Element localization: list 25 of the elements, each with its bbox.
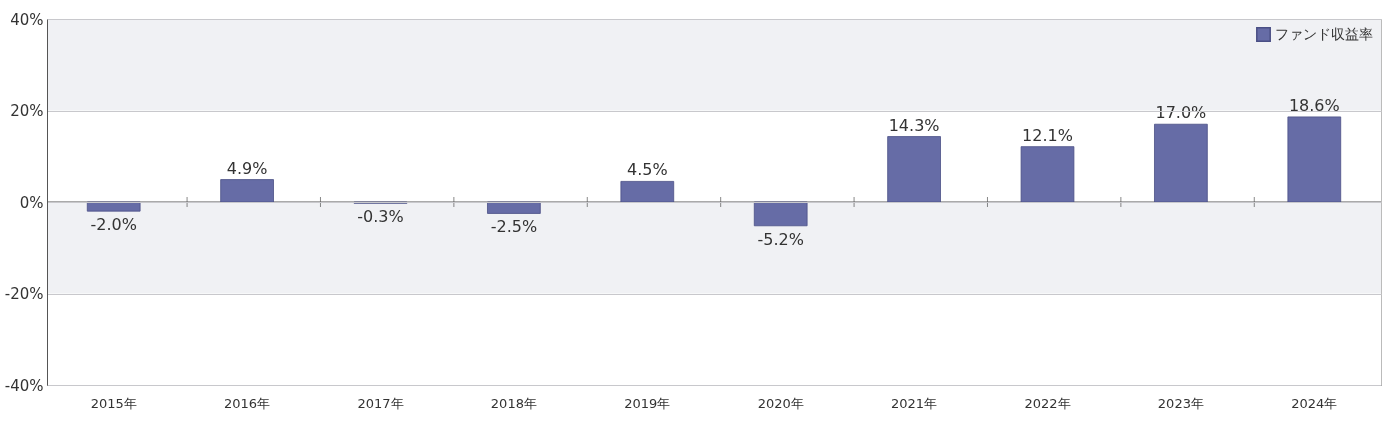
text: 4.9%	[226, 158, 268, 178]
legend-label: ファンド収益率	[1275, 25, 1373, 42]
x-tick-label: 2019年	[624, 395, 671, 411]
x-tick-label: 2016年	[224, 395, 271, 411]
x-tick-label: 2021年	[891, 395, 938, 411]
text: -2.5%	[490, 217, 538, 237]
text: 18.6%	[1288, 95, 1340, 115]
x-tick-label: 2015年	[90, 395, 137, 411]
x-tick-label: 2023年	[1157, 395, 1204, 411]
x-tick-label: 2020年	[757, 395, 804, 411]
y-tick-label: 0%	[19, 193, 44, 212]
text: 14.3%	[888, 115, 940, 135]
x-tick-label: 2017年	[357, 395, 404, 411]
y-tick-label: 20%	[10, 102, 44, 120]
text: -2.0%	[90, 215, 137, 235]
text: -5.2%	[757, 229, 804, 249]
text: -0.3%	[357, 207, 404, 227]
y-tick-label: 40%	[10, 10, 44, 29]
x-tick-label: 2022年	[1024, 395, 1071, 411]
x-tick-label: 2018年	[490, 395, 537, 411]
text: 12.1%	[1022, 125, 1073, 145]
y-tick-label: -40%	[4, 376, 44, 395]
y-tick-label: -20%	[4, 285, 44, 303]
text: 4.5%	[626, 160, 668, 180]
x-tick-label: 2024年	[1291, 395, 1338, 411]
